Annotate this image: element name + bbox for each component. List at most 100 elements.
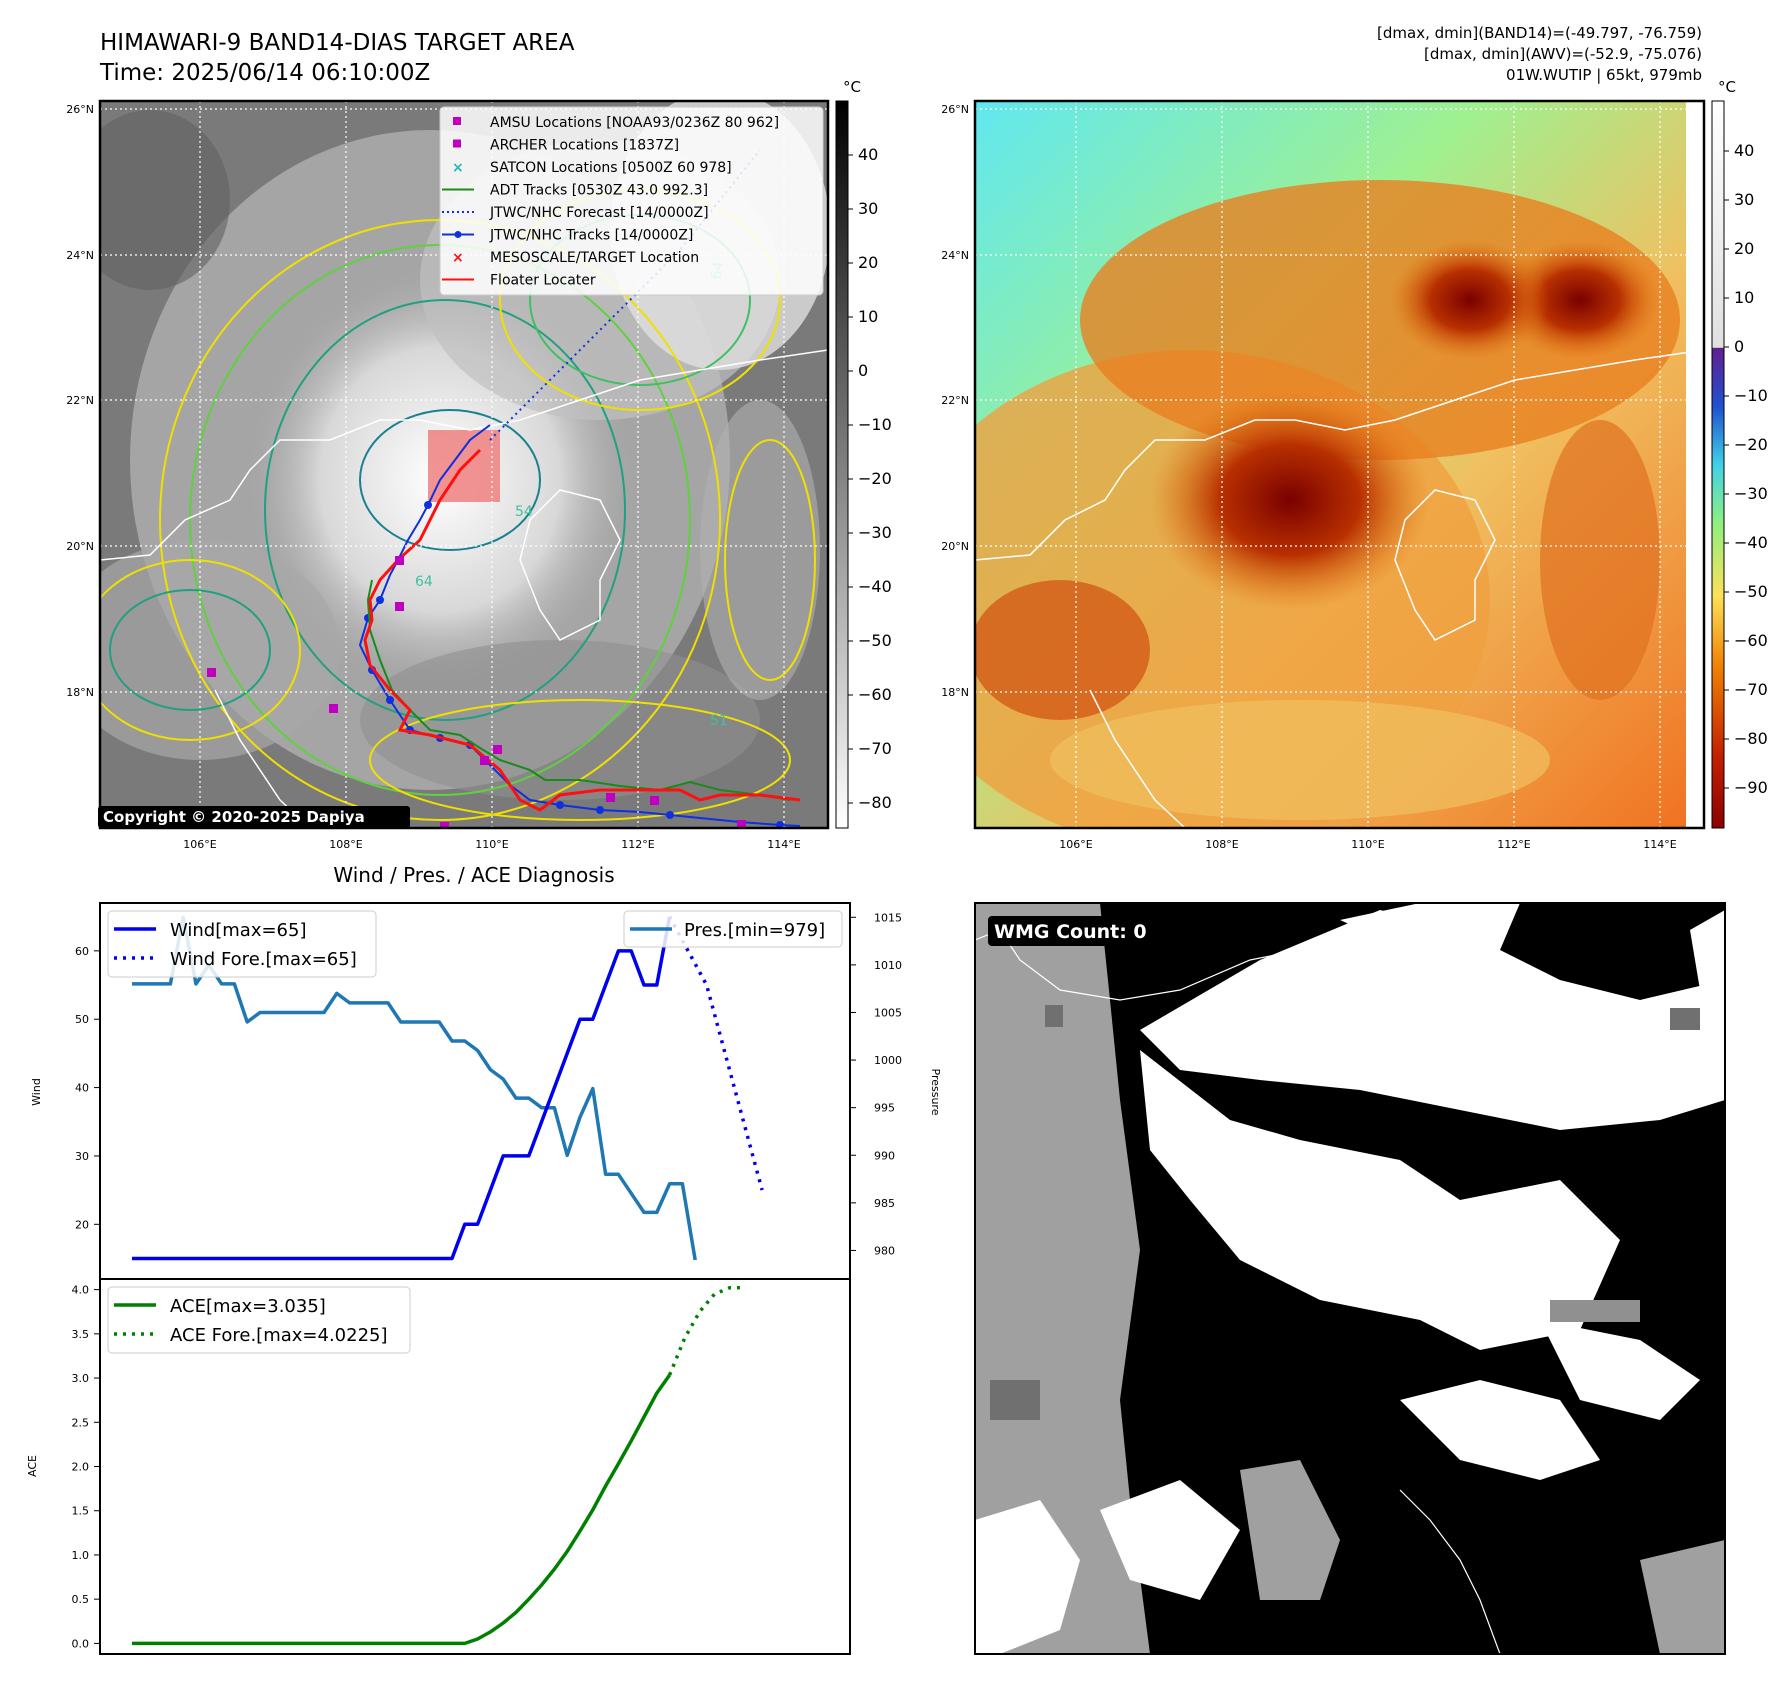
colorbar-tick-label: −40 bbox=[858, 577, 892, 596]
info-line1: [dmax, dmin](BAND14)=(-49.797, -76.759) bbox=[1377, 24, 1702, 42]
colorbar-tick-label: 30 bbox=[858, 199, 878, 218]
copyright-text: Copyright © 2020-2025 Dapiya bbox=[103, 808, 365, 826]
colorbar-tick-label: −50 bbox=[1734, 582, 1768, 601]
map-lat-label: 22°N bbox=[941, 394, 969, 407]
pres-legend-box bbox=[623, 910, 843, 948]
awv-map-frame bbox=[973, 99, 1706, 830]
map-lon-label: 110°E bbox=[475, 838, 508, 851]
legend-item-label: ADT Tracks [0530Z 43.0 992.3] bbox=[490, 183, 708, 199]
colorbar-tick-label: 0 bbox=[858, 361, 868, 380]
awv-satellite-map bbox=[973, 99, 1706, 830]
legend-item-label: ARCHER Locations [1837Z] bbox=[490, 138, 679, 154]
colorbar-tick-label: −90 bbox=[1734, 778, 1768, 797]
ace-y-tick-label: 0.0 bbox=[72, 1637, 90, 1650]
adt-track-line bbox=[366, 579, 791, 801]
map-lon-label: 108°E bbox=[1205, 838, 1238, 851]
awv-missing-data-corner bbox=[1686, 101, 1704, 828]
colorbar-tick-label: −70 bbox=[1734, 680, 1768, 699]
ace-legend-label: ACE[max=3.035] bbox=[170, 1296, 326, 1317]
map-lon-label: 108°E bbox=[329, 838, 362, 851]
pressure-y-tick-label: 1000 bbox=[874, 1054, 902, 1067]
ace-fore-legend-label: ACE Fore.[max=4.0225] bbox=[170, 1325, 388, 1346]
figure-title-line2: Time: 2025/06/14 06:10:00Z bbox=[99, 60, 430, 86]
ace-y-tick-label: 1.5 bbox=[72, 1505, 90, 1518]
floater-track-line bbox=[363, 448, 801, 812]
legend-square-marker bbox=[453, 139, 461, 148]
wind-series-line bbox=[132, 916, 672, 1261]
ace-y-tick-label: 3.5 bbox=[72, 1328, 90, 1341]
legend-item-label: SATCON Locations [0500Z 60 978] bbox=[490, 160, 732, 176]
map-legend: AMSU Locations [NOAA93/0236Z 80 962] ARCH… bbox=[439, 106, 824, 296]
diagnosis-title: Wind / Pres. / ACE Diagnosis bbox=[333, 863, 614, 887]
colorbar-tick-label: −50 bbox=[858, 631, 892, 650]
map-lat-label: 26°N bbox=[66, 103, 94, 116]
legend-dot-marker bbox=[454, 231, 462, 238]
jtwc-track-line bbox=[358, 424, 801, 827]
ace-axis-label: ACE bbox=[26, 1455, 39, 1477]
wind-y-tick-label: 40 bbox=[75, 1082, 89, 1095]
ace-chart: ACE 0.0 0.5 1.0 1.5 2.0 2.5 3.0 3.5 4.0 ACE[max=… bbox=[26, 1278, 851, 1655]
map-lat-label: 22°N bbox=[66, 394, 94, 407]
map-lon-label: 112°E bbox=[621, 838, 654, 851]
wmg-frame bbox=[974, 902, 1726, 1655]
awv-colorbar-gradient bbox=[1711, 100, 1725, 829]
ir-satellite-map: 54 64 64 51 AMSU Locations [NOAA93/0236Z… bbox=[98, 99, 830, 830]
ace-legend-box bbox=[107, 1286, 411, 1354]
ir-colorbar-gradient bbox=[835, 100, 849, 829]
info-line3: 01W.WUTIP | 65kt, 979mb bbox=[1506, 66, 1702, 84]
pres-legend-label: Pres.[min=979] bbox=[684, 920, 825, 941]
legend-item-label: JTWC/NHC Forecast [14/0000Z] bbox=[489, 205, 709, 221]
wind-y-tick-label: 50 bbox=[75, 1013, 89, 1026]
ace-series-line bbox=[132, 1373, 672, 1646]
map-lat-label: 26°N bbox=[941, 103, 969, 116]
ir-map-frame bbox=[98, 99, 830, 830]
wmg-field bbox=[975, 903, 1725, 1654]
pressure-y-tick-label: 1010 bbox=[874, 959, 902, 972]
wmg-count-box bbox=[988, 916, 1168, 946]
wind-axis-label: Wind bbox=[30, 1078, 43, 1106]
colorbar-tick-label: 20 bbox=[858, 253, 878, 272]
ace-y-tick-label: 2.0 bbox=[72, 1461, 90, 1474]
colorbar-tick-label: −60 bbox=[858, 685, 892, 704]
wind-legend-box bbox=[107, 910, 377, 978]
info-line2: [dmax, dmin](AWV)=(-52.9, -75.076) bbox=[1424, 45, 1702, 63]
colorbar-tick-label: −20 bbox=[858, 469, 892, 488]
map-lat-label: 18°N bbox=[66, 686, 94, 699]
map-lon-label: 114°E bbox=[1643, 838, 1676, 851]
wind-fore-legend-label: Wind Fore.[max=65] bbox=[170, 949, 357, 970]
awv-colorbar: °C 40 30 20 10 0 −10 −20 −30 −40 −50 −60 −70 −80 −90 bbox=[1711, 78, 1768, 829]
legend-item-label: Floater Locater bbox=[490, 273, 596, 289]
legend-item-label: JTWC/NHC Tracks [14/0000Z] bbox=[489, 228, 693, 244]
wmg-panel: WMG Count: 0 bbox=[974, 902, 1726, 1655]
wind-y-tick-label: 60 bbox=[75, 945, 89, 958]
contour-label: 64 bbox=[415, 574, 433, 590]
map-lon-label: 106°E bbox=[1059, 838, 1092, 851]
colorbar-tick-label: −80 bbox=[1734, 729, 1768, 748]
pressure-y-tick-label: 995 bbox=[874, 1102, 895, 1115]
awv-colorbar-unit: °C bbox=[1718, 78, 1736, 96]
ace-y-tick-label: 0.5 bbox=[72, 1593, 90, 1606]
figure-title-line1: HIMAWARI-9 BAND14-DIAS TARGET AREA bbox=[100, 30, 575, 56]
ir-colorbar-unit: °C bbox=[843, 78, 861, 96]
ir-cloud-field: 54 64 64 51 bbox=[100, 101, 828, 828]
pressure-y-tick-label: 980 bbox=[874, 1244, 895, 1257]
wmg-count-label: WMG Count: 0 bbox=[994, 921, 1147, 943]
legend-square-marker bbox=[453, 117, 461, 125]
colorbar-tick-label: 30 bbox=[1734, 190, 1754, 209]
colorbar-tick-label: −60 bbox=[1734, 631, 1768, 650]
wind-pressure-chart: Wind Pressure 20 30 40 50 60 980 985 990 995 100… bbox=[30, 902, 942, 1280]
map-lat-label: 20°N bbox=[66, 540, 94, 553]
pressure-series-line bbox=[132, 915, 697, 1261]
map-lon-label: 114°E bbox=[767, 838, 800, 851]
map-lat-label: 24°N bbox=[941, 249, 969, 262]
pressure-y-tick-label: 1005 bbox=[874, 1006, 902, 1019]
colorbar-tick-label: −80 bbox=[858, 793, 892, 812]
map-lat-label: 20°N bbox=[941, 540, 969, 553]
map-lat-label: 24°N bbox=[66, 249, 94, 262]
colorbar-tick-label: −30 bbox=[1734, 484, 1768, 503]
pressure-y-tick-label: 985 bbox=[874, 1197, 895, 1210]
pressure-y-tick-label: 1015 bbox=[874, 911, 902, 924]
colorbar-tick-label: 40 bbox=[1734, 141, 1754, 160]
colorbar-tick-label: 0 bbox=[1734, 337, 1744, 356]
